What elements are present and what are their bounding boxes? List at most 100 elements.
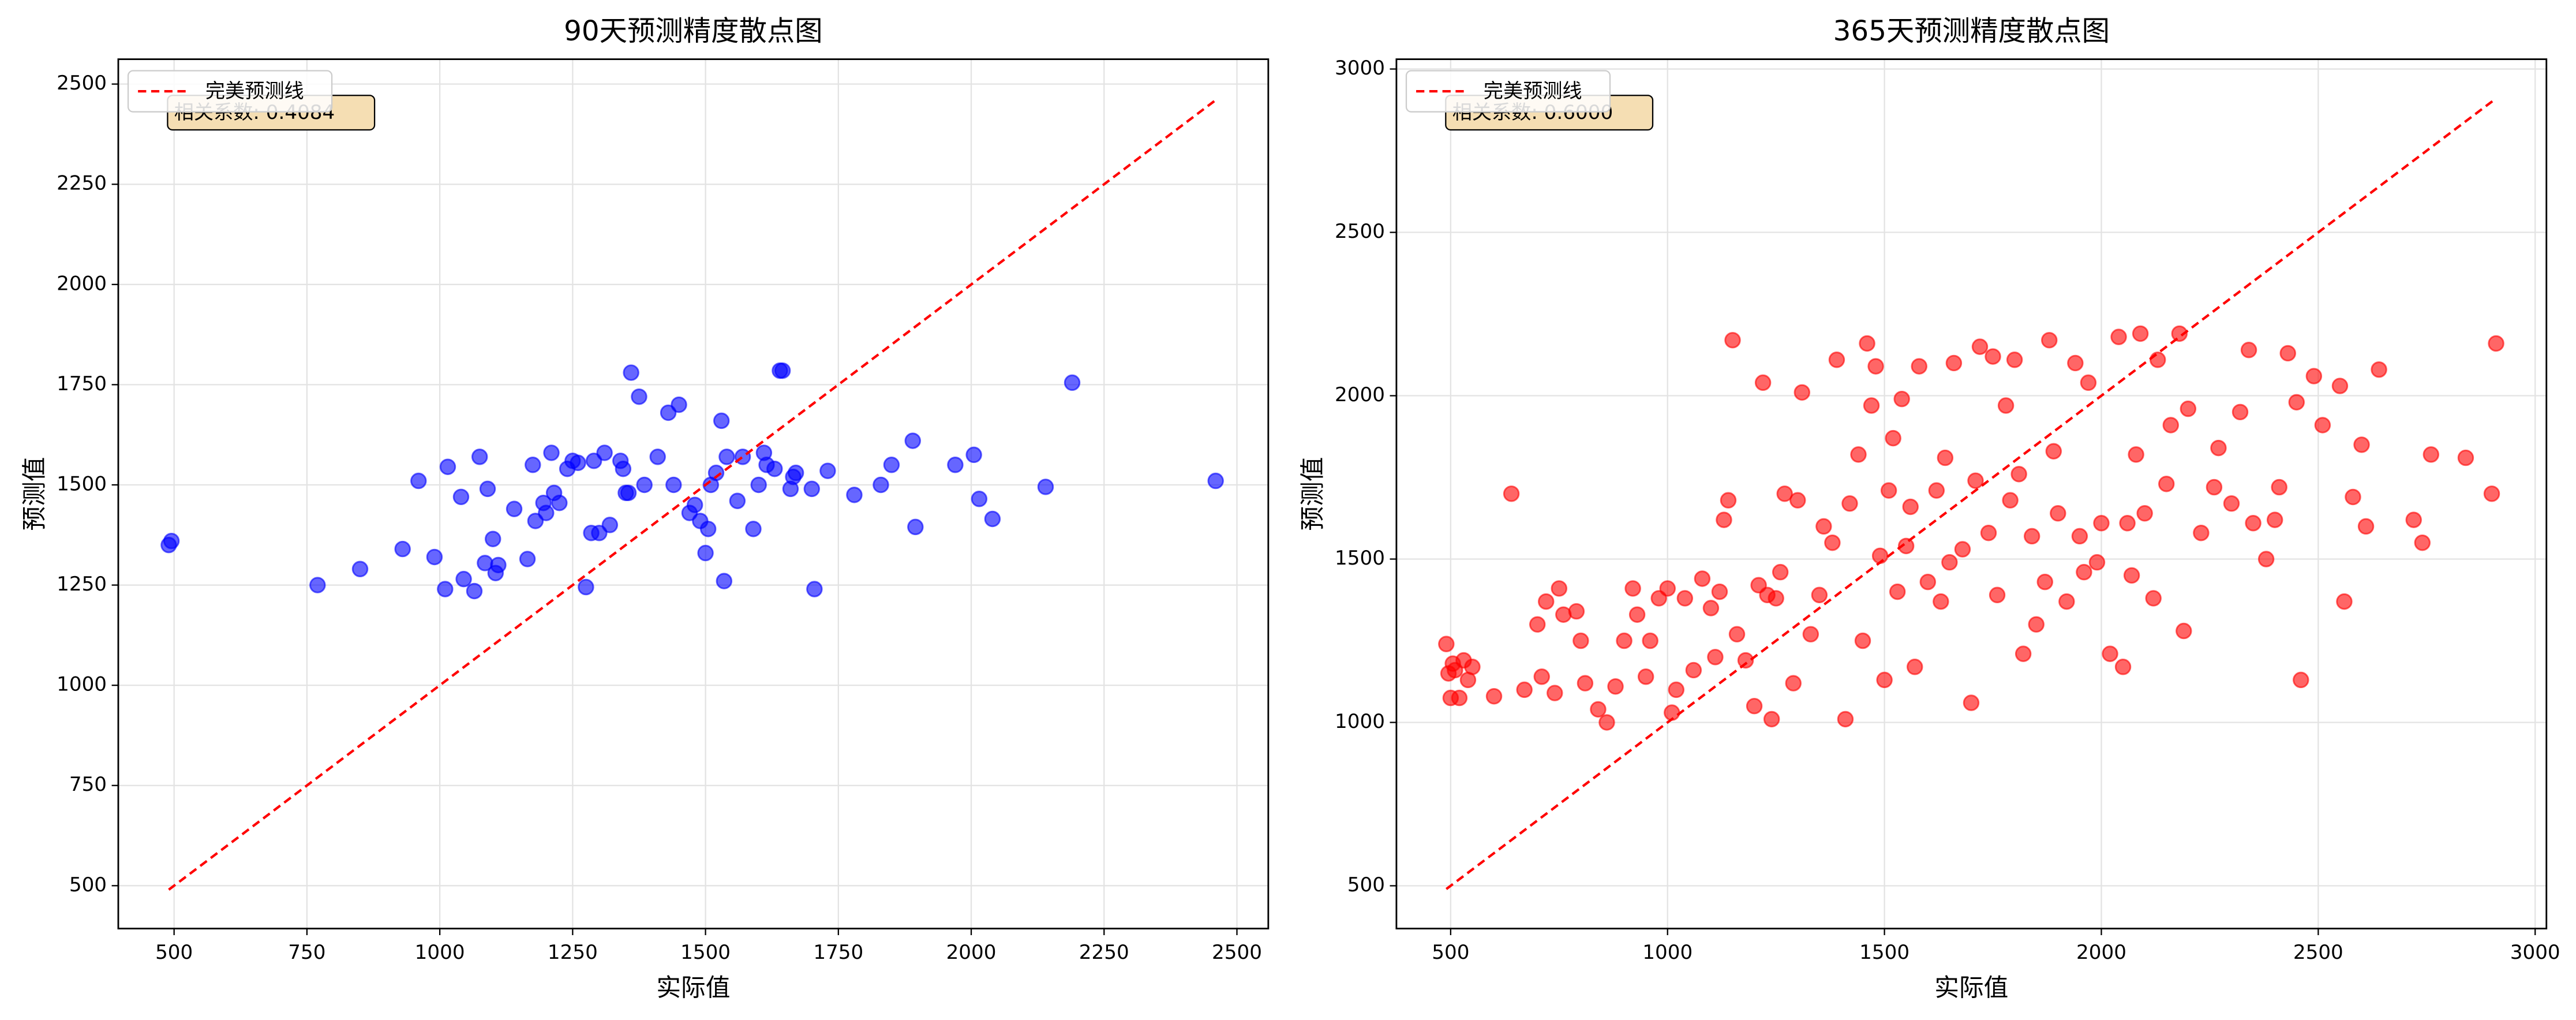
scatter-point	[1794, 384, 1811, 401]
scatter-point	[506, 500, 523, 517]
scatter-point	[615, 460, 632, 477]
scatter-point	[1685, 662, 1702, 679]
scatter-point	[2123, 567, 2140, 584]
y-tick-label: 1000	[57, 673, 107, 696]
scatter-point	[1919, 573, 1937, 591]
scatter-point	[2371, 361, 2387, 378]
scatter-point	[631, 388, 647, 405]
scatter-point	[1668, 681, 1685, 698]
legend-label: 完美预测线	[205, 80, 304, 103]
scatter-point	[1568, 603, 1585, 620]
perfect-line	[1446, 97, 2497, 890]
scatter-point	[2423, 446, 2440, 463]
scatter-point	[649, 449, 666, 465]
x-axis-label: 实际值	[1934, 973, 2008, 1002]
scatter-point	[1902, 498, 1919, 515]
scatter-point	[455, 570, 472, 588]
x-tick-label: 1750	[813, 941, 863, 964]
y-tick-label: 2500	[57, 72, 107, 95]
scatter-point	[1989, 586, 2006, 604]
scatter-point	[1572, 632, 1589, 649]
scatter-point	[1997, 397, 2015, 414]
scatter-point	[2010, 466, 2027, 483]
scatter-point	[2176, 622, 2192, 640]
scatter-point	[1763, 711, 1780, 728]
scatter-point	[1789, 492, 1806, 509]
x-tick-label: 2500	[2293, 941, 2343, 964]
scatter-point	[1815, 518, 1832, 535]
y-tick-label: 500	[69, 873, 107, 896]
x-tick-label: 2000	[946, 941, 997, 964]
scatter-point	[1824, 534, 1841, 551]
scatter-point	[1889, 583, 1906, 600]
scatter-point	[1737, 652, 1754, 669]
scatter-point	[1607, 678, 1624, 695]
scatter-point	[596, 444, 613, 461]
scatter-point	[1438, 636, 1455, 652]
y-tick-label: 2250	[57, 172, 107, 195]
scatter-point	[2110, 328, 2127, 345]
scatter-point	[2036, 573, 2053, 591]
scatter-point	[1720, 492, 1737, 509]
scatter-point	[1945, 354, 1963, 372]
scatter-point	[965, 446, 982, 464]
scatter-point	[2288, 394, 2305, 411]
axes-frame	[1395, 58, 2548, 930]
scatter-point	[1577, 675, 1594, 692]
scatter-point	[543, 444, 560, 461]
scatter-point	[1772, 563, 1789, 581]
scatter-point	[1963, 694, 1980, 711]
scatter-point	[1911, 358, 1927, 375]
scatter-point	[1880, 482, 1897, 499]
scatter-point	[2314, 417, 2331, 434]
scatter-point	[2206, 479, 2223, 496]
x-tick-label: 500	[1432, 941, 1469, 964]
scatter-point	[309, 577, 326, 593]
scatter-point	[2171, 325, 2188, 342]
scatter-point	[713, 412, 730, 429]
scatter-point	[2266, 511, 2283, 528]
scatter-point	[697, 544, 714, 562]
scatter-point	[2088, 554, 2106, 571]
scatter-point	[1837, 711, 1854, 728]
x-tick-label: 500	[155, 941, 193, 964]
scatter-point	[394, 540, 411, 558]
scatter-point	[351, 561, 369, 578]
scatter-point	[2240, 342, 2257, 358]
scatter-point	[410, 472, 427, 490]
scatter-point	[1937, 449, 1954, 466]
scatter-point	[163, 532, 180, 550]
scatter-point	[1616, 632, 1633, 649]
chart-title: 90天预测精度散点图	[564, 15, 823, 47]
scatter-point	[718, 449, 735, 465]
y-tick-label: 2000	[57, 272, 107, 295]
scatter-point	[984, 510, 1001, 528]
scatter-point	[2041, 332, 2058, 349]
scatter-point	[1702, 600, 1720, 617]
scatter-point	[2345, 488, 2361, 506]
x-tick-label: 750	[288, 941, 325, 964]
scatter-point	[665, 476, 682, 494]
scatter-point	[525, 457, 541, 473]
scatter-point	[766, 460, 783, 477]
y-tick-label: 1750	[57, 372, 107, 395]
scatter-point	[1954, 541, 1971, 558]
scatter-point	[2058, 593, 2075, 610]
scatter-point	[1854, 632, 1871, 649]
scatter-point	[1642, 632, 1658, 649]
x-tick-label: 1500	[1859, 941, 1909, 964]
scatter-point	[787, 464, 804, 481]
scatter-point	[2331, 378, 2349, 394]
scatter-point	[439, 458, 456, 475]
scatter-point	[1941, 554, 1958, 571]
scatter-point	[2245, 515, 2262, 532]
scatter-point	[2149, 352, 2166, 368]
scatter-point	[2405, 511, 2422, 528]
scatter-point	[1451, 689, 1468, 707]
scatter-point	[1503, 485, 1520, 502]
x-tick-label: 2500	[1212, 941, 1262, 964]
scatter-point	[437, 581, 454, 597]
scatter-point	[1897, 537, 1915, 555]
scatter-point	[1967, 472, 1984, 489]
scatter-point	[907, 518, 924, 536]
